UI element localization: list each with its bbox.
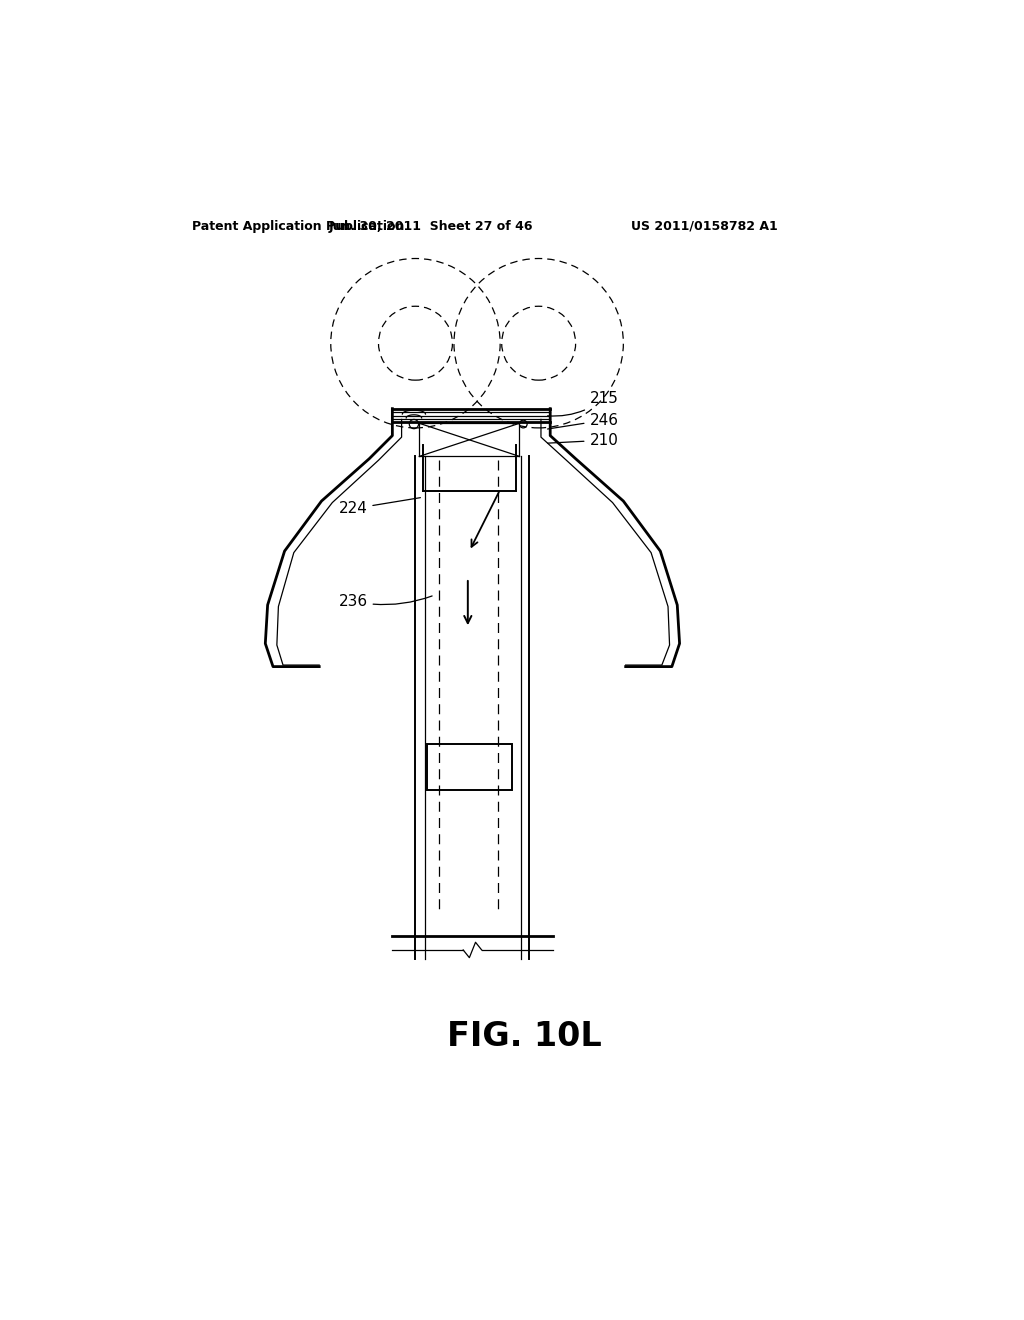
Text: 236: 236 (339, 594, 432, 609)
Text: 210: 210 (548, 433, 618, 447)
Text: 215: 215 (548, 391, 618, 416)
Text: 246: 246 (548, 413, 618, 429)
Text: Patent Application Publication: Patent Application Publication (193, 219, 404, 232)
Text: Jun. 30, 2011  Sheet 27 of 46: Jun. 30, 2011 Sheet 27 of 46 (329, 219, 534, 232)
Text: US 2011/0158782 A1: US 2011/0158782 A1 (631, 219, 778, 232)
Text: 224: 224 (339, 498, 421, 516)
Bar (427, 743, 512, 789)
Text: FIG. 10L: FIG. 10L (447, 1020, 602, 1053)
